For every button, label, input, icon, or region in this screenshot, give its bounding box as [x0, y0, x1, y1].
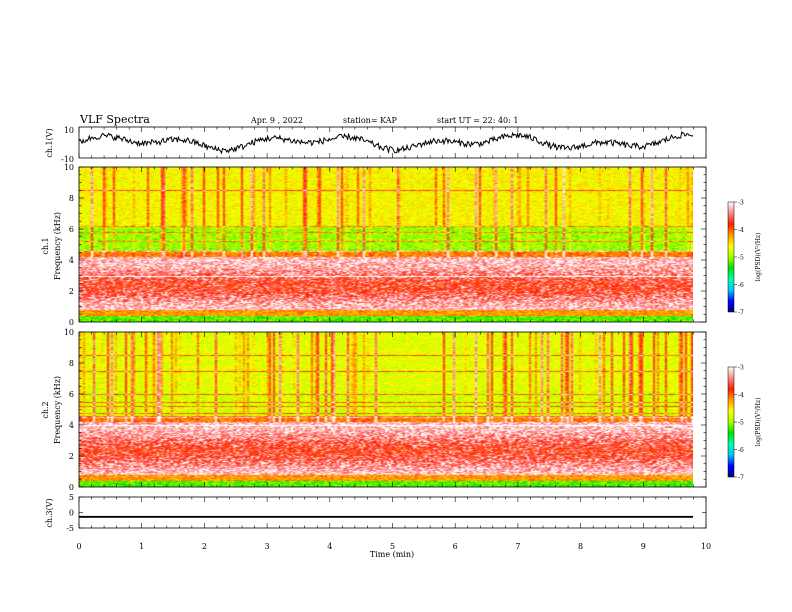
freq-tick-label: 4	[69, 256, 74, 265]
colorbar-tick-label: -3	[738, 365, 744, 372]
spec2-ylabel-ch: ch.2	[41, 401, 50, 418]
ch3-tick-label: 5	[69, 493, 74, 502]
colorbars: -3 -4 -5 -6 -7 log(PSD)(V²/Hz) -3 -4 -5 -6 -7 log(P…	[727, 200, 762, 482]
ch3-waveform-band	[79, 515, 693, 518]
colorbar-tick-label: -5	[738, 420, 744, 427]
freq-tick-label: 2	[69, 287, 74, 296]
ch1-waveform-line	[78, 131, 694, 155]
colorbar-tick-label: -7	[738, 310, 744, 317]
x-tick-label: 3	[265, 542, 270, 551]
spec1-ylabel: ch.1	[41, 237, 50, 254]
colorbar-tick-label: -3	[738, 200, 744, 207]
x-tick-label: 6	[453, 542, 458, 551]
freq-tick-label: 2	[69, 452, 74, 461]
x-tick-label: 1	[139, 542, 144, 551]
freq-tick-label: 8	[69, 194, 74, 203]
ch3-tick-label: 0	[69, 509, 74, 518]
colorbar-tick-label: -6	[738, 282, 744, 289]
freq-tick-label: 4	[69, 421, 74, 430]
ch3-ylabel: ch.3(V)	[45, 498, 54, 527]
ch1-spectrogram	[79, 167, 693, 322]
ch1-ylabel: ch.1(V)	[45, 128, 54, 157]
x-tick-label: 5	[390, 542, 395, 551]
colorbar-tick-label: -4	[738, 227, 744, 234]
colorbar-label: log(PSD)(V²/Hz)	[755, 233, 762, 282]
colorbar-tick-label: -6	[738, 447, 744, 454]
colorbar-tick-label: -7	[738, 475, 744, 482]
x-tick-label: 0	[76, 542, 81, 551]
colorbar-tick-label: -5	[738, 255, 744, 262]
spec1-ylabel-freq: Frequency (kHz)	[53, 212, 62, 280]
ch3-tick-label: -5	[66, 524, 74, 533]
x-axis-label: Time (min)	[370, 550, 414, 559]
colorbar-label: log(PSD)(V²/Hz)	[755, 398, 762, 447]
x-tick-label: 10	[701, 542, 711, 551]
x-tick-label: 9	[641, 542, 646, 551]
x-tick-label: 4	[327, 542, 332, 551]
x-tick-label: 8	[578, 542, 583, 551]
ch2-spectrogram	[79, 332, 693, 487]
freq-tick-label: 10	[64, 163, 74, 172]
freq-tick-label: 6	[69, 225, 74, 234]
ch3-waveform	[79, 515, 693, 518]
freq-tick-label: 6	[69, 390, 74, 399]
start-time-label: start UT = 22: 40: 1	[437, 116, 518, 125]
freq-tick-label: 0	[69, 483, 74, 492]
colorbar	[727, 366, 735, 478]
freq-tick-label: 8	[69, 359, 74, 368]
ch1-tick-label: -10	[61, 155, 74, 164]
figure-title: VLF Spectra	[79, 113, 150, 126]
date-label: Apr. 9 , 2022	[250, 116, 303, 125]
ch1-tick-label: 10	[64, 126, 74, 135]
x-tick-label: 2	[202, 542, 207, 551]
freq-tick-label: 0	[69, 318, 74, 327]
x-tick-label: 7	[515, 542, 520, 551]
station-label: station= KAP	[343, 116, 398, 125]
freq-tick-label: 10	[64, 328, 74, 337]
spec2-ylabel-freq: Frequency (kHz)	[53, 376, 62, 444]
colorbar-tick-label: -4	[738, 392, 744, 399]
spec1-ylabel-ch: ch.1	[41, 237, 50, 254]
spec2-ylabel: ch.2	[41, 401, 50, 418]
ch1-waveform	[78, 131, 694, 155]
colorbar	[727, 201, 735, 313]
